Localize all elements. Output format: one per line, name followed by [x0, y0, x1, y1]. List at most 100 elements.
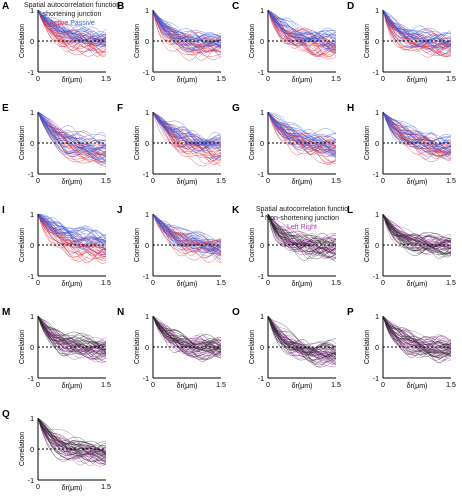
series-line — [267, 315, 337, 351]
series-line — [37, 315, 107, 349]
y-tick-label: 0 — [30, 345, 34, 352]
y-axis-label: Correlation — [134, 228, 141, 262]
series-line — [382, 9, 452, 42]
y-tick-label: 0 — [30, 447, 34, 454]
series-line — [267, 213, 337, 260]
panel-letter: B — [117, 1, 124, 12]
series-line — [152, 111, 222, 150]
y-tick-label: 1 — [145, 8, 149, 15]
series-line — [267, 9, 337, 44]
y-tick-label: 0 — [375, 345, 379, 352]
series-line — [37, 213, 107, 257]
series-line — [37, 417, 107, 452]
x-axis-label: δr(μm) — [62, 485, 83, 492]
series-line — [37, 417, 107, 459]
series-line — [37, 9, 107, 48]
y-tick-label: 1 — [145, 314, 149, 321]
panel-letter: H — [347, 103, 354, 114]
x-tick-label: 0 — [151, 178, 155, 185]
series-line — [152, 111, 222, 150]
y-tick-label: 1 — [260, 212, 264, 219]
series-line — [37, 9, 107, 44]
x-tick-label: 1.5 — [101, 76, 111, 83]
series-line — [152, 9, 222, 49]
series-line — [37, 213, 107, 262]
series-line — [267, 9, 337, 42]
series-line — [152, 111, 222, 147]
x-tick-label: 1.5 — [216, 178, 226, 185]
series-line — [382, 111, 452, 158]
series-line — [152, 213, 222, 243]
x-tick-label: 1.5 — [446, 76, 456, 83]
y-tick-label: -1 — [373, 172, 379, 179]
series-line — [37, 213, 107, 250]
series-line — [152, 111, 222, 167]
series-line — [382, 9, 452, 58]
series-line — [382, 9, 452, 58]
series-line — [152, 213, 222, 249]
x-tick-label: 1.5 — [101, 484, 111, 491]
series-line — [152, 9, 222, 40]
series-line — [267, 111, 337, 155]
y-tick-label: 1 — [260, 8, 264, 15]
y-tick-label: 1 — [30, 314, 34, 321]
y-axis-label: Correlation — [364, 330, 371, 364]
series-line — [382, 111, 452, 148]
y-axis-label: Correlation — [19, 24, 26, 58]
series-line — [37, 417, 107, 461]
y-tick-label: 1 — [145, 110, 149, 117]
series-line — [152, 213, 222, 261]
panel-letter: O — [232, 307, 240, 318]
series-line — [267, 315, 337, 356]
series-line — [382, 111, 451, 160]
series-line — [382, 315, 452, 358]
curves — [37, 9, 107, 57]
x-tick-label: 1.5 — [216, 280, 226, 287]
series-line — [152, 9, 222, 48]
series-line — [382, 213, 452, 255]
curves — [152, 111, 222, 167]
series-line — [152, 9, 222, 49]
series-line — [37, 9, 107, 43]
y-tick-label: -1 — [143, 172, 149, 179]
series-line — [152, 9, 222, 57]
panel-title: Non-shortening junction — [265, 215, 339, 222]
series-line — [382, 315, 452, 357]
x-tick-label: 1.5 — [446, 178, 456, 185]
series-line — [152, 315, 222, 359]
legend-entry: Right — [299, 224, 317, 231]
x-tick-label: 0 — [266, 76, 270, 83]
series-line — [37, 111, 107, 167]
series-line — [382, 315, 452, 346]
panel-Q: Q 10-10 1.5δr(μm)Correlation — [2, 409, 111, 492]
y-tick-label: -1 — [373, 274, 379, 281]
series-line — [152, 315, 222, 357]
series-line — [37, 417, 107, 455]
series-line — [382, 213, 452, 255]
curves — [152, 315, 222, 362]
series-line — [37, 111, 107, 163]
panel-M: M 10-10 1.5δr(μm)Correlation — [2, 307, 111, 390]
legend: Left Right — [287, 224, 317, 231]
series-line — [37, 213, 107, 243]
y-tick-label: 1 — [375, 212, 379, 219]
y-tick-label: 1 — [30, 212, 34, 219]
x-tick-label: 0 — [36, 280, 40, 287]
y-tick-label: 0 — [30, 141, 34, 148]
series-line — [382, 315, 452, 358]
y-tick-label: 1 — [375, 8, 379, 15]
x-tick-label: 0 — [36, 178, 40, 185]
x-tick-label: 1.5 — [446, 382, 456, 389]
panel-G: G 10-10 1.5δr(μm)Correlation — [232, 103, 341, 186]
curves — [37, 111, 107, 167]
series-line — [382, 9, 452, 49]
series-line — [37, 315, 107, 347]
series-line — [152, 111, 222, 143]
legend: Active Passive — [49, 20, 95, 27]
series-line — [382, 315, 452, 351]
curves — [267, 315, 337, 368]
series-line — [37, 315, 107, 352]
series-line — [152, 111, 222, 160]
x-tick-label: 1.5 — [331, 76, 341, 83]
